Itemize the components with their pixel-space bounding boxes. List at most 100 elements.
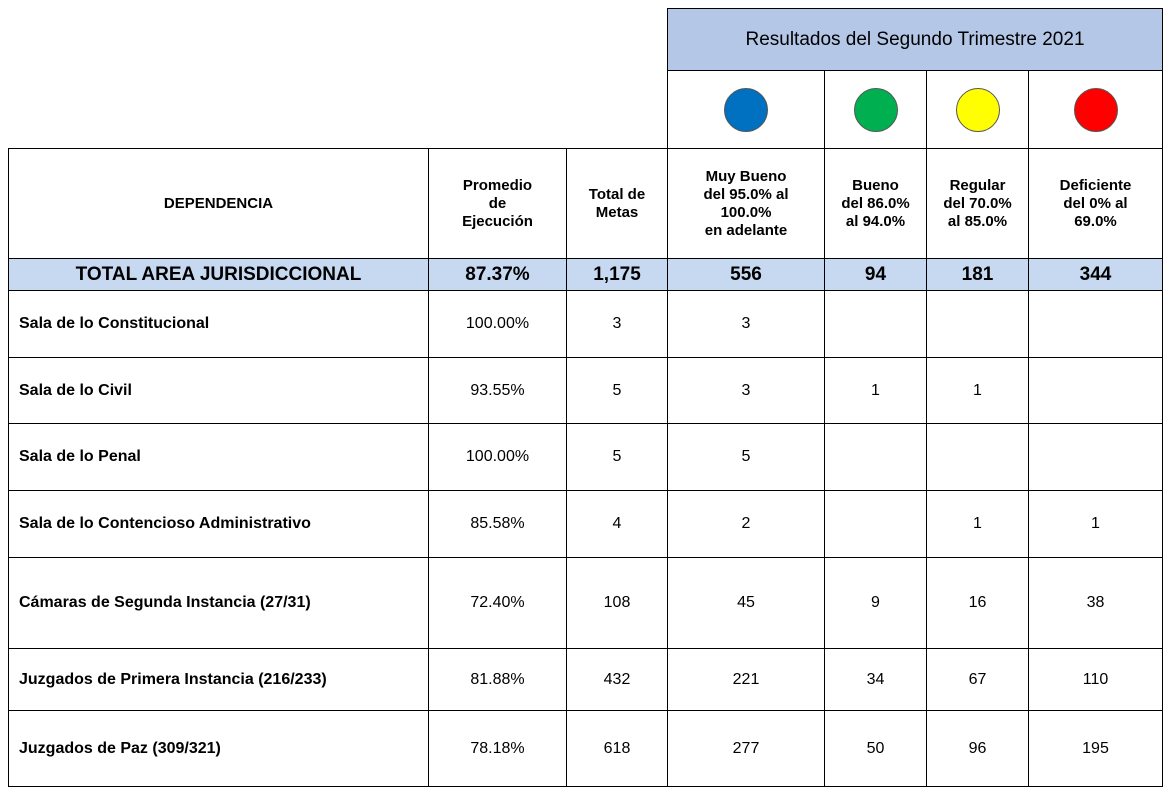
header-line: Total de [588, 185, 646, 203]
table-cell: 110 [1028, 648, 1163, 711]
color-dot [955, 87, 1000, 132]
legend-cell [824, 70, 927, 149]
cell-value: 4 [612, 515, 622, 532]
total-value: 344 [1079, 263, 1112, 285]
table-cell: 1 [926, 357, 1029, 424]
header-line: Regular [949, 176, 1006, 194]
row-label: Sala de lo Constitucional [19, 315, 210, 332]
header-line: del 95.0% al [703, 185, 789, 203]
total-cell: TOTAL AREA JURISDICCIONAL [8, 258, 429, 291]
color-dot [1073, 87, 1118, 132]
table-cell: 5 [566, 357, 668, 424]
column-header: Muy Bueno del 95.0% al 100.0% en adelante [667, 148, 825, 259]
table-cell: 3 [667, 290, 825, 358]
table-cell: Sala de lo Penal [8, 423, 429, 491]
table-cell: Sala de lo Contencioso Administrativo [8, 490, 429, 558]
cell-value: 5 [612, 381, 622, 399]
cell-value: 1 [973, 381, 982, 399]
header-line: del 86.0% [841, 194, 910, 212]
table-cell: 108 [566, 557, 668, 649]
table-cell: 3 [566, 290, 668, 358]
table-cell: 277 [667, 710, 825, 787]
table-cell: 96 [926, 710, 1029, 787]
table-cell: 81.88% [428, 648, 567, 711]
cell-value: 5 [741, 448, 751, 465]
header-line: en adelante [704, 221, 788, 239]
table-cell [1028, 423, 1163, 491]
cell-value: 45 [737, 594, 755, 611]
table-cell [1028, 357, 1163, 424]
table-cell: 50 [824, 710, 927, 787]
cell-value: 50 [866, 739, 885, 757]
total-value: 181 [961, 263, 994, 285]
table-cell [824, 290, 927, 358]
header-line: al 85.0% [947, 212, 1008, 230]
table-cell: 1 [926, 490, 1029, 558]
cell-value: 34 [866, 670, 885, 688]
row-label: Sala de lo Civil [19, 381, 132, 399]
table-cell: 2 [667, 490, 825, 558]
cell-value: 96 [968, 739, 987, 757]
column-header: Promedio de Ejecución [428, 148, 567, 259]
table-cell: 16 [926, 557, 1029, 649]
table-cell: Sala de lo Civil [8, 357, 429, 424]
table-cell: 1 [1028, 490, 1163, 558]
cell-value: 618 [603, 739, 631, 757]
header-line: del 70.0% [943, 194, 1012, 212]
total-cell: 181 [926, 258, 1029, 291]
table-cell: 1 [824, 357, 927, 424]
header-line: Muy Bueno [705, 167, 787, 185]
total-value: 87.37% [465, 263, 530, 285]
header-line: de [488, 194, 507, 212]
cell-value: 5 [612, 448, 622, 465]
cell-value: 38 [1086, 594, 1105, 611]
table-cell: 78.18% [428, 710, 567, 787]
cell-value: 93.55% [470, 381, 525, 399]
table-cell: Sala de lo Constitucional [8, 290, 429, 358]
header-line: al 94.0% [845, 212, 906, 230]
column-header: Regular del 70.0% al 85.0% [926, 148, 1029, 259]
table-cell: 432 [566, 648, 668, 711]
table-cell: 100.00% [428, 423, 567, 491]
cell-value: 67 [968, 670, 987, 688]
total-cell: 344 [1028, 258, 1163, 291]
title-band: Resultados del Segundo Trimestre 2021 [667, 8, 1163, 71]
title: Resultados del Segundo Trimestre 2021 [745, 28, 1085, 50]
legend-cell [667, 70, 825, 149]
header-line: Deficiente [1059, 176, 1132, 194]
cell-value: 195 [1082, 739, 1109, 757]
column-header: DEPENDENCIA [8, 148, 429, 259]
table-cell: 618 [566, 710, 668, 787]
row-label: Sala de lo Contencioso Administrativo [19, 515, 311, 532]
cell-value: 110 [1082, 670, 1109, 688]
cell-value: 3 [741, 381, 751, 399]
column-header: Bueno del 86.0% al 94.0% [824, 148, 927, 259]
cell-value: 108 [603, 594, 631, 611]
row-label: Juzgados de Paz (309/321) [19, 739, 221, 757]
cell-value: 100.00% [465, 448, 530, 465]
cell-value: 100.00% [465, 315, 530, 332]
table-cell: 3 [667, 357, 825, 424]
cell-value: 3 [741, 315, 751, 332]
cell-value: 72.40% [470, 594, 525, 611]
legend-cell [926, 70, 1029, 149]
row-label: Sala de lo Penal [19, 448, 141, 465]
table-cell: 5 [667, 423, 825, 491]
cell-value: 1 [973, 515, 982, 532]
table-cell: 93.55% [428, 357, 567, 424]
table-cell: 4 [566, 490, 668, 558]
color-dot [724, 87, 768, 132]
table-cell [926, 290, 1029, 358]
total-cell: 1,175 [566, 258, 668, 291]
cell-value: 9 [871, 594, 880, 611]
table-cell: 100.00% [428, 290, 567, 358]
cell-value: 85.58% [470, 515, 525, 532]
column-header: Total de Metas [566, 148, 668, 259]
table-cell: 72.40% [428, 557, 567, 649]
header-line: 69.0% [1074, 212, 1117, 230]
header-line: Metas [595, 203, 639, 221]
total-cell: 556 [667, 258, 825, 291]
header-line: 100.0% [720, 203, 772, 221]
header-line: Ejecución [462, 212, 533, 230]
